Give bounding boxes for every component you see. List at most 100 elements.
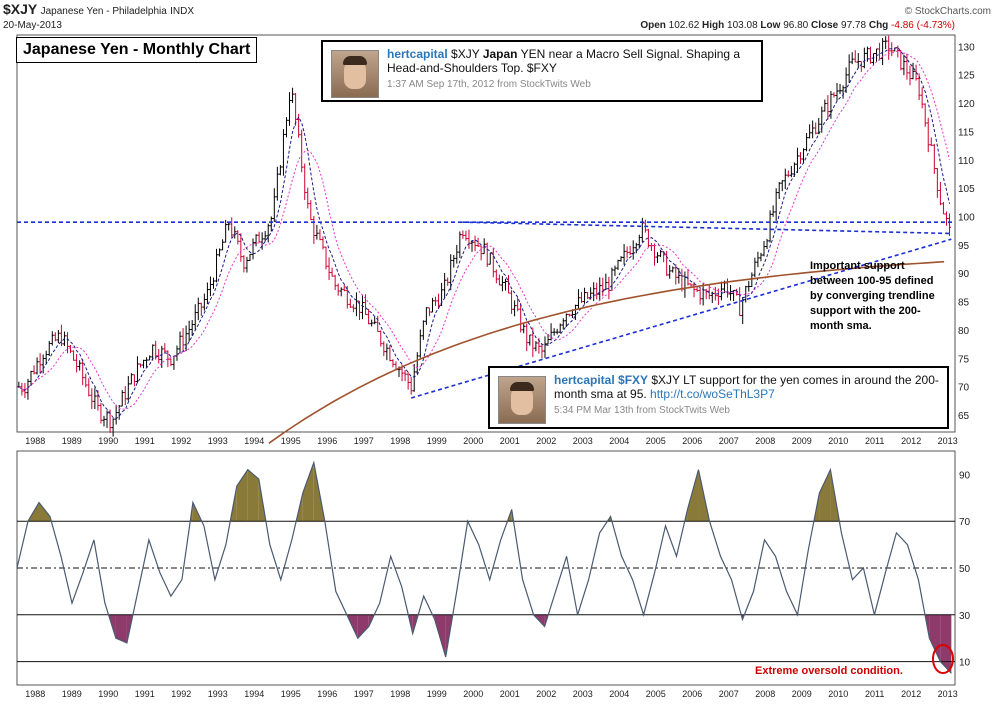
tweet-text: $XJY <box>447 47 483 61</box>
osc-line <box>16 460 952 674</box>
year-label: 2000 <box>463 689 483 699</box>
price-tick-label: 80 <box>958 326 970 337</box>
chg-value: -4.86 (-4.73%) <box>891 20 955 31</box>
year-label: 2012 <box>901 436 921 446</box>
price-tick-label: 130 <box>958 42 975 53</box>
year-label: 2007 <box>719 436 739 446</box>
year-label: 2011 <box>865 436 884 446</box>
osc-fill <box>511 509 514 522</box>
price-tick-label: 125 <box>958 71 975 82</box>
price-tick-label: 90 <box>958 269 970 280</box>
osc-fill <box>940 614 952 674</box>
year-label: 1997 <box>354 689 374 699</box>
price-tick-label: 65 <box>958 411 970 422</box>
year-label: 1996 <box>317 689 337 699</box>
year-label: 1992 <box>171 436 191 446</box>
instrument-name: Japanese Yen - Philadelphia <box>40 6 167 17</box>
close-label: Close <box>811 20 839 31</box>
price-tick-label: 70 <box>958 383 970 394</box>
symbol: $XJY <box>3 1 38 17</box>
osc-fill <box>115 614 127 643</box>
osc-tick-label: 10 <box>959 658 971 669</box>
year-label: 1994 <box>244 689 264 699</box>
year-label: 1989 <box>62 689 82 699</box>
year-label: 1989 <box>62 436 82 446</box>
osc-tick-label: 90 <box>959 470 971 481</box>
year-labels-top: 1988 1989 1990 1991 1992 1993 1994 1995 1996 1997… <box>25 436 957 446</box>
year-label: 1988 <box>25 436 45 446</box>
year-label: 2009 <box>792 436 812 446</box>
price-axis-ticks: 65 70 75 80 85 90 95 100 105 110 115 120 125 130 <box>958 42 975 422</box>
oscillator-panel <box>16 460 955 674</box>
year-label: 1988 <box>25 689 45 699</box>
low-label: Low <box>760 20 781 31</box>
year-label: 1993 <box>208 436 228 446</box>
osc-fill <box>357 614 369 639</box>
year-label: 2001 <box>500 689 520 699</box>
price-bars <box>17 35 952 437</box>
year-label: 2006 <box>682 689 702 699</box>
year-label: 2003 <box>573 436 593 446</box>
tweet-link[interactable]: http://t.co/woSeThL3P7 <box>650 387 775 401</box>
oscillator-axis-ticks: 10 30 50 70 90 <box>959 470 971 668</box>
year-label: 2009 <box>792 689 812 699</box>
exchange: INDX <box>170 6 195 17</box>
chart-date: 20-May-2013 <box>3 20 62 31</box>
price-tick-label: 95 <box>958 241 970 252</box>
avatar <box>331 50 379 98</box>
price-tick-label: 115 <box>958 127 974 138</box>
osc-tick-label: 50 <box>959 564 971 575</box>
year-label: 2002 <box>536 436 556 446</box>
tweet-meta: 1:37 AM Sep 17th, 2012 from StockTwits W… <box>387 79 591 90</box>
osc-fill <box>819 469 831 522</box>
year-label: 2001 <box>500 436 520 446</box>
high-label: High <box>702 20 725 31</box>
year-label: 2010 <box>828 436 848 446</box>
osc-fill <box>38 502 50 522</box>
tweet-card-1: hertcapital $XJY Japan YEN near a Macro … <box>321 40 763 102</box>
osc-fill <box>687 469 699 522</box>
chart-title: Japanese Yen - Monthly Chart <box>16 37 258 63</box>
osc-fill <box>929 614 941 662</box>
year-label: 1999 <box>427 436 447 446</box>
year-label: 2005 <box>646 689 666 699</box>
tweet-text-bold: Japan <box>482 47 518 61</box>
osc-tick-label: 30 <box>959 611 971 622</box>
osc-fill <box>247 469 259 522</box>
stockcharts-brand: © StockCharts.com <box>904 6 991 17</box>
year-label: 2008 <box>755 436 775 446</box>
ma-mid <box>18 50 950 410</box>
tweet-card-2: hertcapital $FXY $XJY LT support for the… <box>488 366 949 429</box>
year-label: 1997 <box>354 436 374 446</box>
year-label: 1992 <box>171 689 191 699</box>
year-label: 2013 <box>938 436 958 446</box>
tweet-text: $XJY LT support for the yen comes in aro… <box>554 373 939 401</box>
tweet-user[interactable]: hertcapital <box>387 47 448 61</box>
quote-summary: Open 102.62 High 103.08 Low 96.80 Close … <box>640 20 955 31</box>
chart-header: $XJY Japanese Yen - Philadelphia INDX 20… <box>3 1 195 32</box>
open-value: 102.62 <box>668 20 700 31</box>
year-label: 2007 <box>719 689 739 699</box>
tweet-user[interactable]: hertcapital <box>554 373 615 387</box>
oversold-note: Extreme oversold condition. <box>755 665 903 677</box>
year-label: 2006 <box>682 436 702 446</box>
year-label: 2011 <box>865 689 884 699</box>
year-label: 1990 <box>98 436 118 446</box>
year-label: 2005 <box>646 436 666 446</box>
year-label: 2000 <box>463 436 483 446</box>
price-tick-label: 100 <box>958 212 975 223</box>
high-value: 103.08 <box>727 20 758 31</box>
support-note: Important support between 100-95 defined… <box>810 260 935 332</box>
year-label: 1994 <box>244 436 264 446</box>
year-label: 2004 <box>609 436 629 446</box>
falling-trendline <box>462 221 952 235</box>
year-label: 1993 <box>208 689 228 699</box>
osc-tick-label: 70 <box>959 517 971 528</box>
year-labels-bottom: 1988 1989 1990 1991 1992 1993 1994 1995 1996 1997… <box>25 689 957 699</box>
oversold-circle <box>932 644 954 674</box>
ma-200 <box>268 260 945 444</box>
year-label: 1998 <box>390 436 410 446</box>
tweet-cashtag[interactable]: $FXY <box>614 373 649 387</box>
price-tick-label: 120 <box>958 99 975 110</box>
